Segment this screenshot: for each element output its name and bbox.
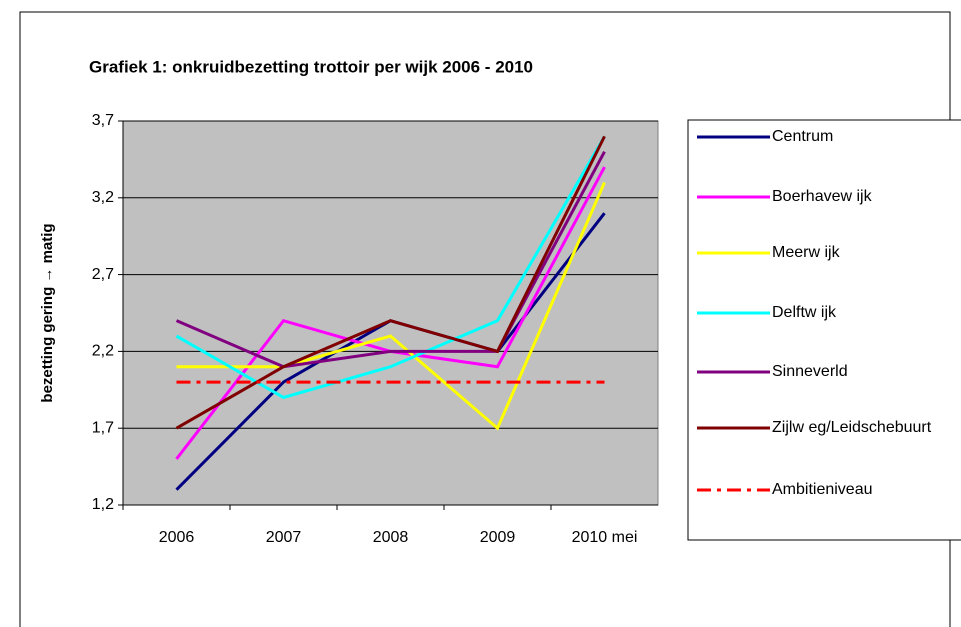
x-tick-label: 2008	[373, 529, 409, 546]
y-tick-label: 2,7	[92, 266, 114, 283]
x-tick-label: 2007	[266, 529, 302, 546]
legend-label: Sinneverld	[772, 363, 848, 380]
series-line	[175, 151, 606, 369]
plot-area	[122, 120, 659, 506]
legend-label-box: Sinneverld	[772, 363, 848, 380]
legend-label: Delftw ijk	[772, 304, 837, 321]
series-line	[176, 181, 606, 431]
y-tick-label: 1,7	[92, 419, 114, 436]
x-tick-label: 2006	[159, 529, 195, 546]
legend-label-box: Meerw ijk	[772, 244, 840, 261]
legend-label: Zijlw eg/Leidschebuurt	[772, 419, 932, 436]
y-tick-label: 2,2	[92, 343, 114, 360]
y-tick-label: 3,2	[92, 189, 114, 206]
x-tick-label: 2010 mei	[572, 529, 638, 546]
legend-label: Ambitieniveau	[772, 481, 873, 498]
y-axis-label: bezetting gering → matig	[39, 223, 56, 402]
series-line	[175, 135, 606, 430]
legend-label: Centrum	[772, 128, 834, 145]
legend-label-box: Zijlw eg/Leidschebuurt	[772, 419, 932, 436]
legend-label-box: Boerhavew ijk	[772, 188, 872, 205]
legend-label-box: Ambitieniveau	[772, 481, 873, 498]
y-tick-label: 3,7	[92, 112, 114, 129]
legend-label-box: Centrum	[772, 128, 834, 145]
legend	[687, 119, 961, 541]
legend-label: Meerw ijk	[772, 244, 840, 261]
legend-label-box: Delftw ijk	[772, 304, 837, 321]
x-tick-label: 2009	[480, 529, 516, 546]
chart-title: Grafiek 1: onkruidbezetting trottoir per…	[89, 57, 533, 76]
y-tick-label: 1,2	[92, 496, 114, 513]
legend-label: Boerhavew ijk	[772, 188, 872, 205]
series-line	[175, 135, 606, 400]
